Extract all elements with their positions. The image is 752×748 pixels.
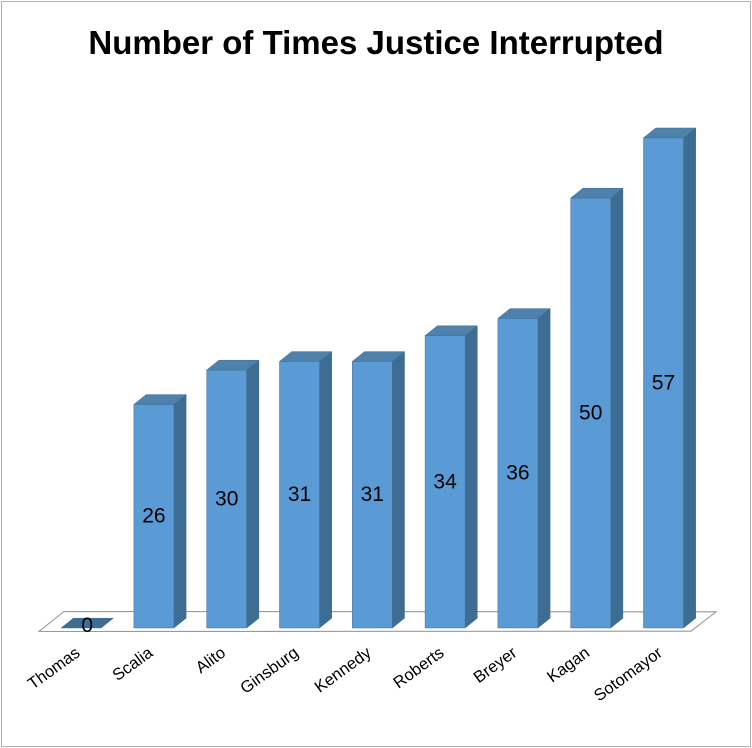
svg-text:34: 34	[433, 470, 457, 493]
svg-text:Ginsburg: Ginsburg	[237, 644, 302, 698]
svg-text:Kagan: Kagan	[544, 644, 593, 687]
svg-text:Breyer: Breyer	[470, 643, 520, 686]
svg-text:Alito: Alito	[192, 644, 229, 677]
svg-text:Roberts: Roberts	[390, 644, 447, 693]
svg-text:0: 0	[81, 614, 93, 637]
svg-text:57: 57	[652, 371, 675, 394]
svg-text:Sotomayor: Sotomayor	[591, 643, 667, 705]
svg-text:Thomas: Thomas	[25, 644, 84, 694]
svg-text:Kennedy: Kennedy	[311, 643, 375, 696]
svg-text:50: 50	[579, 402, 602, 425]
svg-text:31: 31	[288, 483, 311, 506]
svg-text:26: 26	[142, 505, 165, 528]
svg-text:Scalia: Scalia	[109, 643, 157, 684]
svg-text:30: 30	[215, 488, 238, 511]
svg-text:31: 31	[361, 483, 384, 506]
svg-text:36: 36	[506, 462, 529, 485]
